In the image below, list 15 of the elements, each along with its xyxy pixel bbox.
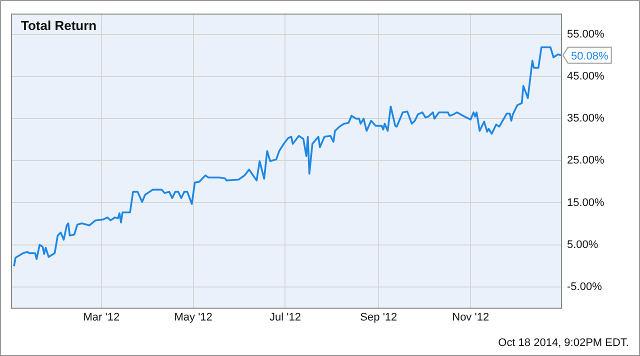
annotation: 50.08% <box>571 50 609 62</box>
y-tick-label: -5.00% <box>567 280 602 293</box>
y-tick-label: 45.00% <box>567 70 605 83</box>
x-tick-label: Nov '12 <box>452 311 490 324</box>
text: Oct 18 2014, 9:02PM EDT. <box>498 337 629 350</box>
y-tick-label: 5.00% <box>567 238 598 251</box>
x-tick-label: Jul '12 <box>270 311 301 324</box>
x-tick-label: Mar '12 <box>83 311 120 324</box>
x-tick-label: May '12 <box>174 311 212 324</box>
y-tick-label: 35.00% <box>567 112 605 125</box>
y-tick-label: 25.00% <box>567 154 605 167</box>
chart-title: Total Return <box>21 18 97 34</box>
y-tick-label: 15.00% <box>567 196 605 209</box>
x-tick-label: Sep '12 <box>360 311 398 324</box>
y-tick-label: 55.00% <box>567 28 605 41</box>
